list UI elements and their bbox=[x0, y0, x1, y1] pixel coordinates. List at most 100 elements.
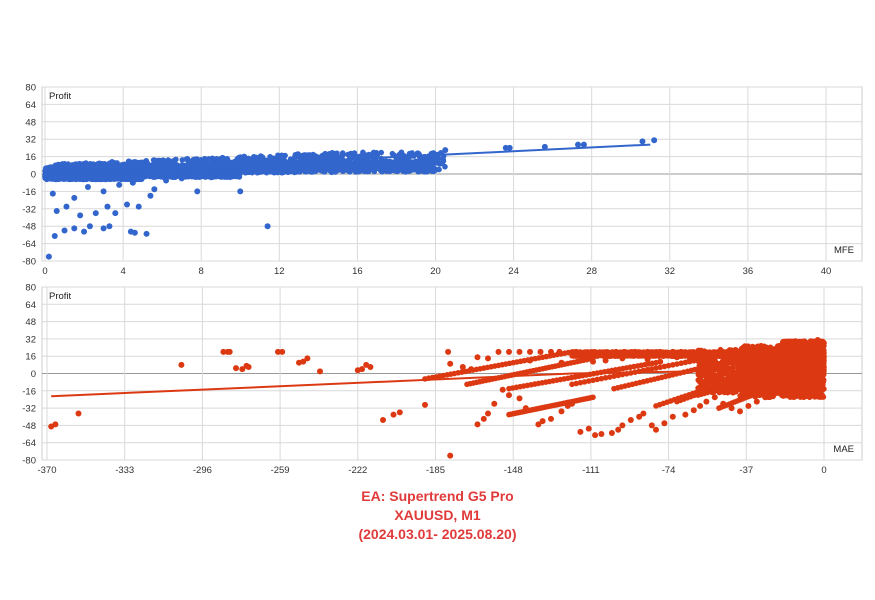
scatter-point bbox=[106, 223, 113, 230]
x-tick-label: 8 bbox=[199, 266, 204, 277]
scatter-point bbox=[150, 163, 157, 169]
scatter-point bbox=[440, 156, 446, 163]
x-tick-label: 12 bbox=[274, 266, 285, 277]
y-tick-label: 48 bbox=[25, 117, 36, 128]
scatter-point bbox=[373, 150, 380, 156]
x-tick-label: 0 bbox=[42, 266, 47, 277]
scatter-point bbox=[243, 164, 250, 171]
scatter-point bbox=[575, 141, 582, 148]
y-tick-label: -48 bbox=[22, 222, 36, 233]
scatter-point bbox=[179, 157, 186, 163]
scatter-point bbox=[237, 188, 244, 195]
scatter-point bbox=[51, 174, 57, 180]
scatter-point bbox=[340, 167, 346, 174]
scatter-point bbox=[382, 158, 389, 165]
scatter-point bbox=[79, 164, 85, 170]
scatter-point bbox=[282, 161, 289, 168]
x-tick-label: -148 bbox=[504, 465, 523, 476]
x-tick-label: 24 bbox=[508, 266, 519, 277]
y-tick-label: -48 bbox=[22, 421, 36, 432]
x-axis-label: MAE bbox=[833, 444, 854, 455]
scatter-point bbox=[392, 167, 398, 174]
scatter-point bbox=[126, 158, 132, 165]
scatter-point bbox=[333, 150, 339, 157]
x-tick-label: 32 bbox=[665, 266, 676, 277]
scatter-point bbox=[108, 175, 115, 182]
scatter-point bbox=[506, 144, 513, 151]
scatter-point bbox=[207, 174, 214, 181]
x-tick-label: -74 bbox=[662, 465, 676, 476]
scatter-point bbox=[191, 168, 197, 175]
scatter-point bbox=[371, 166, 378, 173]
scatter-point bbox=[320, 168, 327, 175]
scatter-point bbox=[285, 169, 291, 176]
scatter-point bbox=[344, 164, 350, 170]
scatter-point bbox=[395, 164, 402, 170]
scatter-point bbox=[442, 147, 449, 154]
x-tick-label: 16 bbox=[352, 266, 363, 277]
scatter-point bbox=[157, 172, 164, 179]
x-axis-label: MFE bbox=[834, 245, 854, 256]
x-tick-label: -111 bbox=[582, 465, 600, 476]
y-tick-label: 0 bbox=[31, 170, 36, 181]
y-tick-label: 32 bbox=[25, 135, 36, 146]
scatter-point bbox=[301, 152, 308, 158]
scatter-point bbox=[77, 212, 84, 219]
scatter-point bbox=[151, 157, 158, 164]
scatter-point bbox=[397, 158, 404, 164]
scatter-point bbox=[116, 171, 123, 178]
y-tick-label: 80 bbox=[25, 283, 36, 294]
scatter-point bbox=[53, 207, 60, 214]
scatter-point bbox=[259, 154, 266, 160]
scatter-point bbox=[104, 203, 111, 210]
x-tick-label: 36 bbox=[743, 266, 754, 277]
scatter-point bbox=[112, 210, 119, 217]
x-tick-label: 40 bbox=[821, 266, 832, 277]
scatter-point bbox=[100, 225, 107, 232]
y-tick-label: 48 bbox=[25, 317, 36, 328]
x-tick-label: -222 bbox=[348, 465, 367, 476]
scatter-point bbox=[172, 170, 179, 176]
x-tick-label: -37 bbox=[739, 465, 753, 476]
scatter-point bbox=[129, 179, 136, 186]
y-axis-label: Profit bbox=[49, 291, 72, 302]
x-tick-label: 28 bbox=[586, 266, 597, 277]
scatter-point bbox=[431, 160, 438, 166]
scatter-point bbox=[116, 181, 123, 188]
scatter-point bbox=[77, 176, 83, 182]
y-tick-label: 32 bbox=[25, 334, 36, 345]
scatter-point bbox=[215, 169, 222, 175]
y-tick-label: -64 bbox=[22, 438, 36, 449]
scatter-point bbox=[86, 223, 93, 230]
y-tick-label: 64 bbox=[25, 100, 36, 111]
scatter-point bbox=[639, 138, 646, 145]
scatter-point bbox=[129, 162, 135, 169]
scatter-point bbox=[651, 137, 658, 144]
scatter-point bbox=[336, 160, 343, 166]
scatter-point bbox=[147, 192, 154, 199]
x-tick-label: 0 bbox=[821, 465, 826, 476]
scatter-point bbox=[414, 150, 421, 156]
scatter-point bbox=[61, 227, 68, 234]
scatter-point bbox=[300, 162, 306, 169]
scatter-point bbox=[98, 173, 104, 180]
scatter-point bbox=[43, 176, 50, 183]
scatter-point bbox=[334, 165, 340, 172]
scatter-point bbox=[268, 163, 275, 169]
y-tick-label: -64 bbox=[22, 239, 36, 250]
y-tick-label: -16 bbox=[22, 386, 36, 397]
scatter-point bbox=[421, 162, 427, 168]
x-tick-label: -333 bbox=[115, 465, 134, 476]
scatter-point bbox=[379, 165, 386, 172]
scatter-point bbox=[186, 170, 193, 177]
scatter-point bbox=[353, 153, 360, 160]
scatter-point bbox=[223, 170, 230, 176]
scatter-point bbox=[414, 164, 421, 171]
y-tick-label: -32 bbox=[22, 204, 36, 215]
scatter-point bbox=[723, 364, 729, 371]
scatter-point bbox=[712, 375, 719, 382]
scatter-point bbox=[266, 168, 272, 175]
scatter-point bbox=[151, 186, 158, 193]
